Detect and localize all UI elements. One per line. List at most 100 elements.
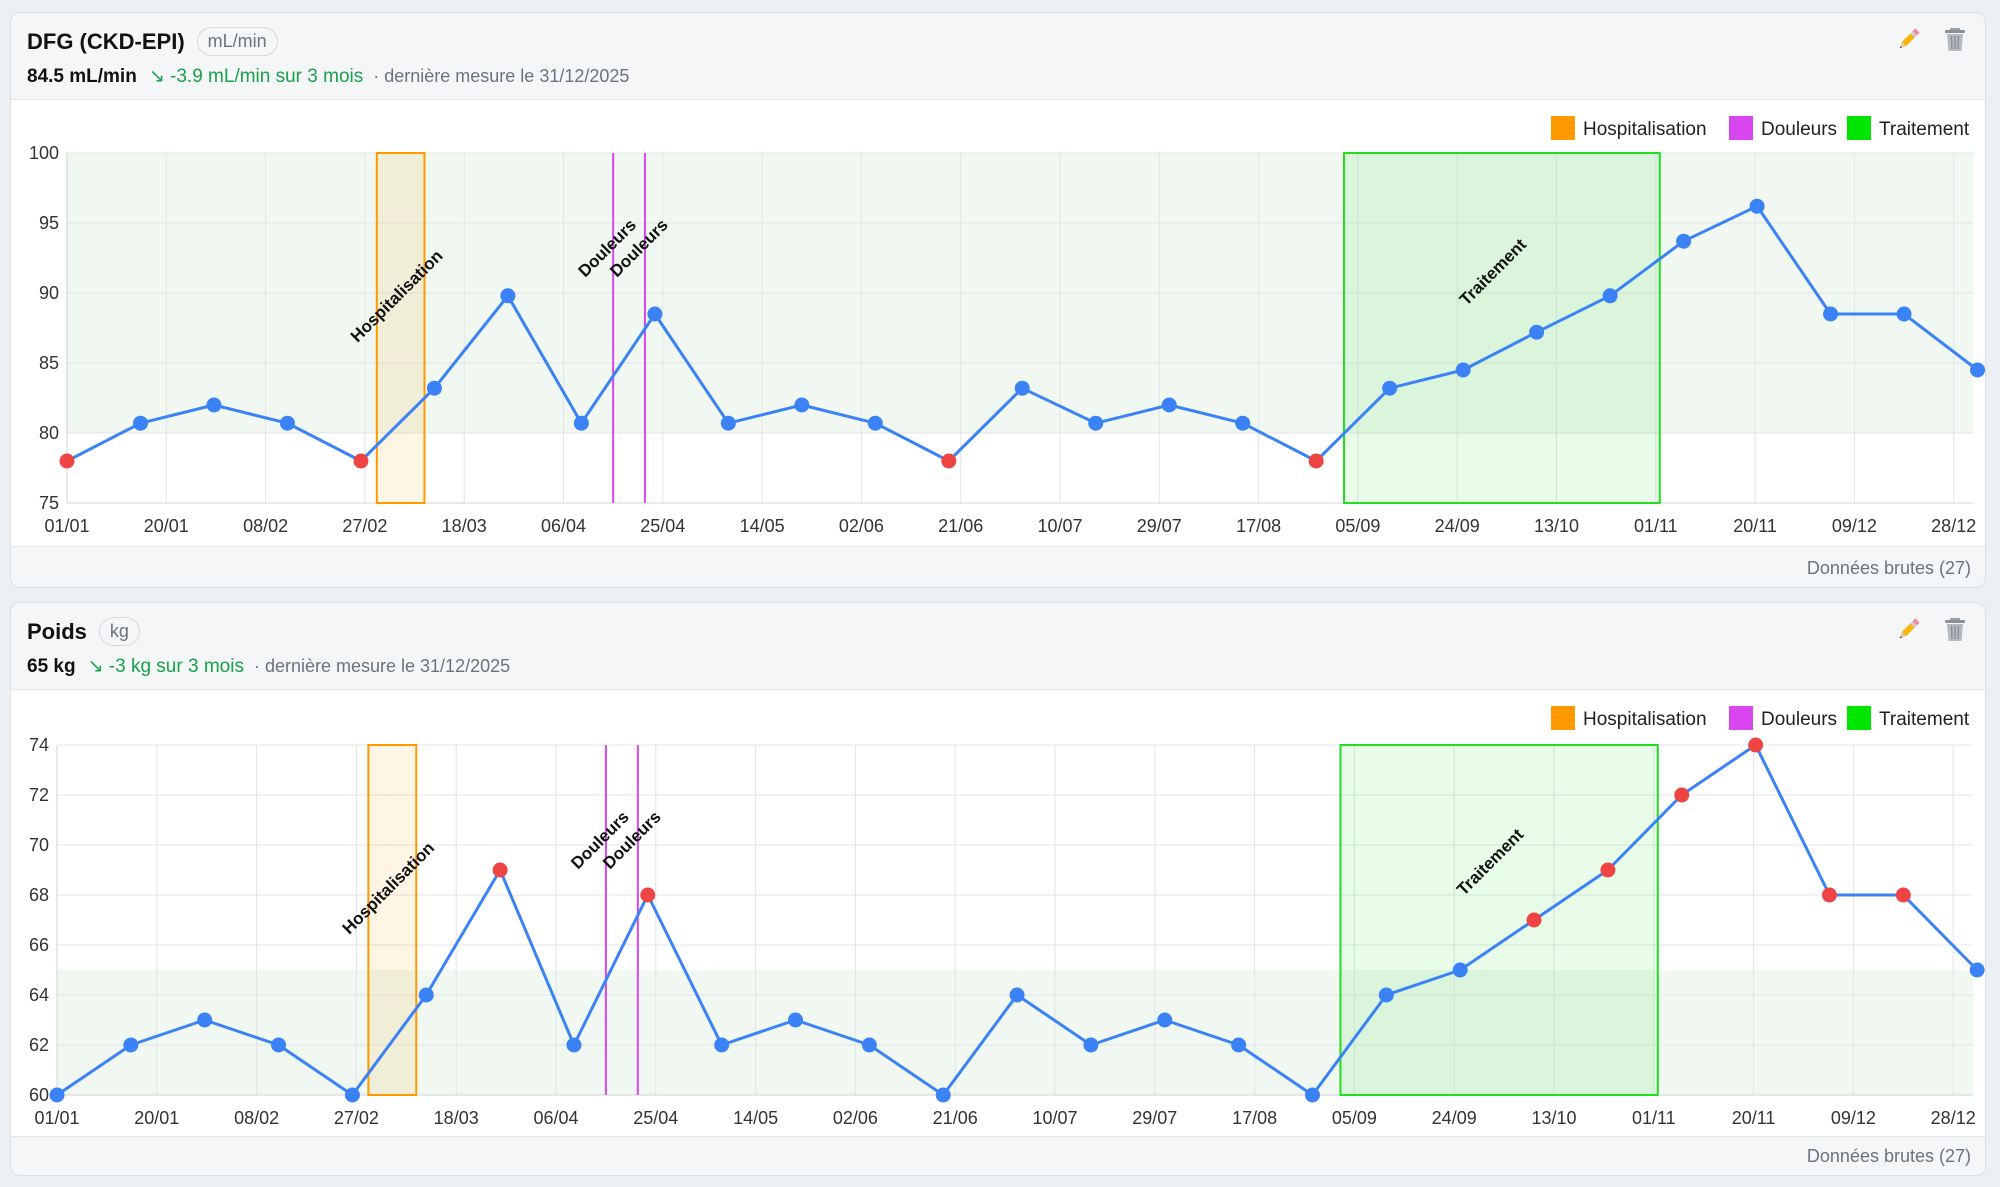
dfg-chart: Hospitalisation Douleurs Douleurs Traitemen…	[11, 99, 1985, 547]
data-point	[500, 288, 516, 304]
y-tick-label: 72	[29, 785, 49, 805]
x-tick-label: 21/06	[933, 1108, 978, 1128]
x-tick-label: 09/12	[1832, 516, 1877, 536]
weight-panel: Poids kg 65 kg ↘ -3 kg sur 3 mois · dern…	[10, 602, 1986, 1176]
trend-indicator: ↘ -3 kg sur 3 mois	[87, 656, 244, 677]
data-point	[647, 306, 663, 322]
x-tick-label: 28/12	[1931, 516, 1976, 536]
edit-button[interactable]	[1893, 23, 1925, 55]
pencil-icon	[1899, 28, 1920, 49]
x-tick-label: 18/03	[434, 1108, 479, 1128]
data-point	[1748, 737, 1764, 753]
data-point	[720, 415, 736, 431]
legend-swatch	[1847, 706, 1871, 730]
data-point	[49, 1087, 65, 1103]
x-tick-label: 05/09	[1332, 1108, 1377, 1128]
y-tick-label: 74	[29, 735, 49, 755]
panel-title: DFG (CKD-EPI)	[27, 28, 185, 54]
dfg-panel: DFG (CKD-EPI) mL/min 84.5 mL/min ↘ -3.9 …	[10, 12, 1986, 588]
y-tick-label: 70	[29, 835, 49, 855]
data-point	[344, 1087, 360, 1103]
x-tick-label: 08/02	[234, 1108, 279, 1128]
data-point	[206, 397, 222, 413]
x-tick-label: 01/11	[1632, 1108, 1676, 1128]
panel-actions	[1893, 23, 1971, 55]
panel-actions	[1893, 613, 1971, 645]
data-point	[59, 453, 75, 469]
data-point	[1304, 1087, 1320, 1103]
x-tick-label: 17/08	[1232, 1108, 1277, 1128]
x-tick-label: 28/12	[1931, 1108, 1976, 1128]
data-point	[867, 415, 883, 431]
legend-swatch	[1729, 116, 1753, 140]
data-point	[794, 397, 810, 413]
y-tick-label: 80	[39, 423, 59, 443]
data-point	[1235, 415, 1251, 431]
data-point	[714, 1037, 730, 1053]
x-tick-label: 08/02	[243, 516, 288, 536]
x-tick-label: 24/09	[1435, 516, 1480, 536]
data-point	[1014, 380, 1030, 396]
event-band	[375, 152, 426, 504]
legend-label: Douleurs	[1761, 709, 1837, 730]
x-tick-label: 14/05	[740, 516, 785, 536]
event-band	[1339, 744, 1659, 1096]
data-point	[1455, 362, 1471, 378]
data-point	[418, 987, 434, 1003]
x-tick-label: 02/06	[833, 1108, 878, 1128]
x-tick-label: 09/12	[1831, 1108, 1876, 1128]
legend-swatch	[1729, 706, 1753, 730]
x-tick-label: 14/05	[733, 1108, 778, 1128]
x-tick-label: 29/07	[1132, 1108, 1177, 1128]
data-point	[640, 887, 656, 903]
x-tick-label: 27/02	[342, 516, 387, 536]
data-point	[123, 1037, 139, 1053]
trend-indicator: ↘ -3.9 mL/min sur 3 mois	[148, 66, 364, 87]
x-tick-label: 13/10	[1531, 1108, 1576, 1128]
raw-data-link[interactable]: Données brutes (27)	[1806, 558, 1971, 578]
weight-chart: Hospitalisation Douleurs Douleurs Traitemen…	[11, 689, 1985, 1137]
x-tick-label: 20/01	[134, 1108, 179, 1128]
delete-button[interactable]	[1939, 23, 1971, 55]
x-tick-label: 20/11	[1732, 1108, 1776, 1128]
event-band	[1342, 152, 1661, 504]
edit-button[interactable]	[1893, 613, 1925, 645]
data-point	[1600, 862, 1616, 878]
legend-label: Traitement	[1879, 709, 1970, 730]
data-point	[1674, 787, 1690, 803]
x-tick-label: 20/01	[144, 516, 189, 536]
data-point	[1452, 962, 1468, 978]
title-row: Poids kg	[27, 617, 140, 646]
data-point	[492, 862, 508, 878]
y-tick-label: 75	[39, 493, 59, 513]
x-tick-label: 20/11	[1733, 516, 1777, 536]
data-point	[1529, 324, 1545, 340]
delete-button[interactable]	[1939, 613, 1971, 645]
x-tick-label: 29/07	[1137, 516, 1182, 536]
data-point	[1308, 453, 1324, 469]
data-point	[426, 380, 442, 396]
x-tick-label: 01/01	[44, 516, 89, 536]
current-value: 84.5 mL/min	[27, 65, 137, 87]
data-point	[1970, 362, 1985, 378]
x-tick-label: 02/06	[839, 516, 884, 536]
data-point	[1602, 288, 1618, 304]
x-tick-label: 25/04	[633, 1108, 678, 1128]
event-band	[367, 744, 418, 1096]
raw-data-link[interactable]: Données brutes (27)	[1806, 1146, 1971, 1166]
x-tick-label: 13/10	[1534, 516, 1579, 536]
stats-row: 65 kg ↘ -3 kg sur 3 mois · dernière mesu…	[27, 655, 510, 678]
trash-icon	[1945, 28, 1965, 51]
y-tick-label: 62	[29, 1035, 49, 1055]
panel-title: Poids	[27, 618, 87, 644]
x-tick-label: 25/04	[640, 516, 685, 536]
data-point	[353, 453, 369, 469]
data-point	[1676, 233, 1692, 249]
y-tick-label: 90	[39, 283, 59, 303]
panel-header: DFG (CKD-EPI) mL/min 84.5 mL/min ↘ -3.9 …	[11, 13, 1985, 99]
legend-swatch	[1847, 116, 1871, 140]
pencil-icon	[1899, 618, 1920, 639]
data-point	[197, 1012, 213, 1028]
